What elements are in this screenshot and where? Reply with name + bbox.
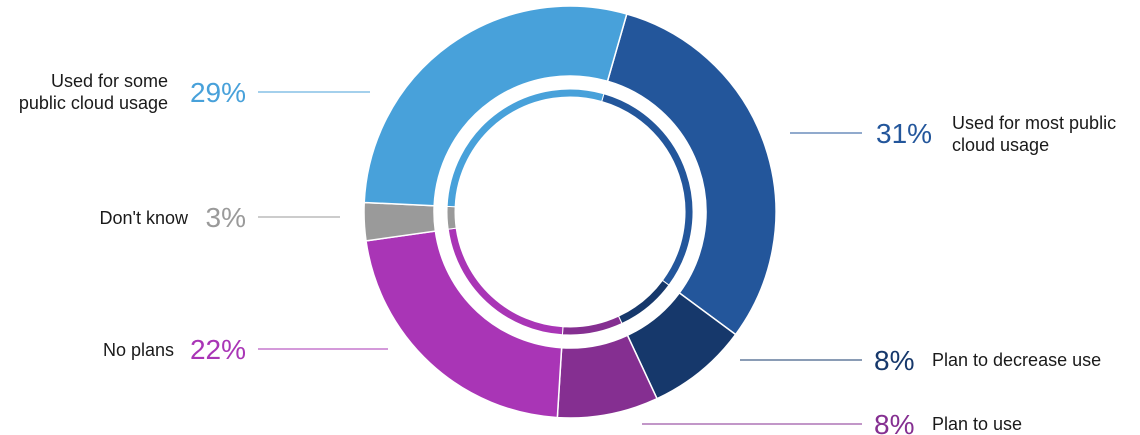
percent-label-used-for-most-public-cloud-usage: 31% — [876, 118, 932, 149]
leader-lines — [258, 91, 862, 425]
inner-slice-plan-to-use — [561, 315, 623, 336]
category-label-used-for-some-public-cloud-usage: Used for some public cloud usage — [19, 71, 168, 113]
slice-labels: 31% Used for most public cloud usage 8% Plan… — [19, 71, 1116, 435]
percent-label-plan-to-decrease-use: 8% — [874, 345, 914, 376]
slice-used-for-most-public-cloud-usage — [606, 13, 777, 336]
percent-label-plan-to-use: 8% — [874, 409, 914, 435]
inner-slice-used-for-some-public-cloud-usage — [446, 88, 605, 208]
inner-slice-don-t-know — [446, 205, 457, 230]
percent-label-used-for-some-public-cloud-usage: 29% — [190, 77, 246, 108]
inner-ring — [446, 88, 694, 336]
category-label-plan-to-decrease-use: Plan to decrease use — [932, 350, 1101, 370]
percent-label-don-t-know: 3% — [206, 202, 246, 233]
outer-ring — [363, 5, 777, 419]
percent-label-no-plans: 22% — [190, 334, 246, 365]
category-label-no-plans: No plans — [103, 340, 174, 360]
slice-used-for-some-public-cloud-usage — [363, 5, 628, 207]
category-label-don-t-know: Don't know — [100, 208, 189, 228]
category-label-used-for-most-public-cloud-usage: Used for most public cloud usage — [952, 113, 1116, 155]
category-label-plan-to-use: Plan to use — [932, 414, 1022, 434]
